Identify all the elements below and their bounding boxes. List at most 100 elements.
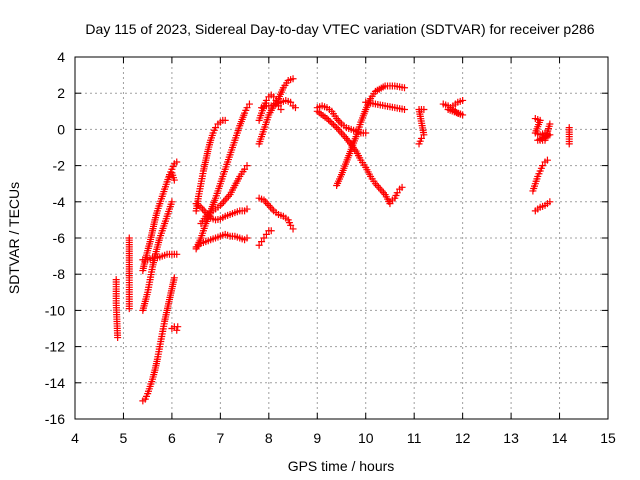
data-point xyxy=(336,118,344,126)
y-tick-label: -16 xyxy=(45,411,65,427)
data-point xyxy=(221,116,229,124)
grid-lines xyxy=(75,57,608,419)
data-point xyxy=(268,205,276,213)
data-point xyxy=(243,234,251,242)
x-tick-label: 6 xyxy=(168,430,176,446)
data-point xyxy=(243,205,251,213)
x-tick-labels: 4 5 6 7 8 9 10 11 12 13 14 15 xyxy=(71,430,616,446)
data-point xyxy=(218,200,226,208)
data-point xyxy=(400,84,408,92)
y-tick-label: 2 xyxy=(57,85,65,101)
series-arc-13-rise xyxy=(529,156,551,195)
data-point xyxy=(265,201,273,209)
y-tick-label: -6 xyxy=(53,230,66,246)
data-point xyxy=(400,105,408,113)
data-point xyxy=(174,323,182,331)
axis-ticks xyxy=(74,56,609,420)
data-point xyxy=(539,162,547,170)
data-point xyxy=(165,172,173,180)
y-tick-label: -10 xyxy=(45,302,65,318)
data-point xyxy=(173,326,181,334)
data-point xyxy=(212,124,220,132)
series-isolated-late xyxy=(565,124,573,148)
y-tick-label: -12 xyxy=(45,339,65,355)
data-point xyxy=(546,198,554,206)
data-point xyxy=(393,189,401,197)
series-arc-10-flat xyxy=(362,98,408,113)
data-point xyxy=(543,156,551,164)
data-point xyxy=(277,105,285,113)
data-point xyxy=(263,200,271,208)
y-tick-labels: 4 2 0 -2 -4 -6 -8 -10 -12 -14 -16 xyxy=(45,49,65,427)
data-point xyxy=(173,250,181,258)
y-tick-label: -2 xyxy=(53,158,66,174)
series-arc-8-climb xyxy=(255,75,297,148)
data-point xyxy=(375,183,383,191)
data-point xyxy=(362,129,370,137)
series-isolated-early xyxy=(112,234,133,342)
data-point xyxy=(336,127,344,135)
data-point xyxy=(241,165,249,173)
data-point xyxy=(255,241,263,249)
series-arc-mid-cross xyxy=(197,162,251,228)
series-arc-13-cluster xyxy=(531,115,554,144)
series-arc-mid-rise-b xyxy=(192,116,229,215)
x-tick-label: 13 xyxy=(503,430,519,446)
x-tick-label: 9 xyxy=(313,430,321,446)
y-tick-label: -14 xyxy=(45,375,65,391)
data-point xyxy=(262,230,270,238)
y-axis-label: SDTVAR / TECUs xyxy=(6,182,22,294)
data-point xyxy=(289,225,297,233)
x-tick-label: 15 xyxy=(600,430,616,446)
data-point xyxy=(331,122,339,130)
series-arc-flat-7 xyxy=(139,250,181,264)
data-point xyxy=(258,238,266,246)
data-point xyxy=(459,96,467,104)
data-point xyxy=(329,121,337,129)
x-tick-label: 4 xyxy=(71,430,79,446)
series-arc-left-steep xyxy=(139,198,176,314)
data-point xyxy=(334,125,342,133)
chart-title: Day 115 of 2023, Sidereal Day-to-day VTE… xyxy=(85,21,594,37)
series-cluster-6 xyxy=(165,169,182,334)
y-tick-label: 4 xyxy=(57,49,65,65)
data-point xyxy=(289,75,297,83)
data-point xyxy=(373,182,381,190)
data-point xyxy=(417,134,425,142)
data-points xyxy=(112,75,573,405)
data-point xyxy=(287,98,295,106)
data-point xyxy=(398,183,406,191)
data-point xyxy=(266,203,274,211)
data-point xyxy=(376,185,384,193)
data-point xyxy=(328,119,336,127)
x-tick-label: 5 xyxy=(120,430,128,446)
x-tick-label: 14 xyxy=(552,430,568,446)
data-point xyxy=(338,129,345,137)
x-tick-label: 10 xyxy=(358,430,374,446)
series-arc-12 xyxy=(439,96,467,119)
data-point xyxy=(260,234,268,242)
data-point xyxy=(223,194,231,202)
series-arc-mid-dip xyxy=(192,200,251,224)
series-arc-13-low xyxy=(531,198,554,215)
data-point xyxy=(334,116,342,124)
series-arc-11 xyxy=(415,105,428,148)
data-point xyxy=(220,198,228,206)
series-arc-10-end xyxy=(386,183,406,206)
data-point xyxy=(420,105,428,113)
data-point xyxy=(243,162,251,170)
data-point xyxy=(287,221,295,229)
x-tick-label: 8 xyxy=(265,430,273,446)
data-point xyxy=(323,115,331,123)
data-point xyxy=(170,274,178,282)
y-tick-label: -8 xyxy=(53,266,66,282)
y-tick-label: -4 xyxy=(53,194,66,210)
data-point xyxy=(326,118,334,126)
data-point xyxy=(170,176,178,184)
data-point xyxy=(378,187,386,195)
series-arc-8-hump xyxy=(258,96,299,112)
data-point xyxy=(291,104,299,112)
data-point xyxy=(168,198,176,206)
data-point xyxy=(325,116,333,124)
